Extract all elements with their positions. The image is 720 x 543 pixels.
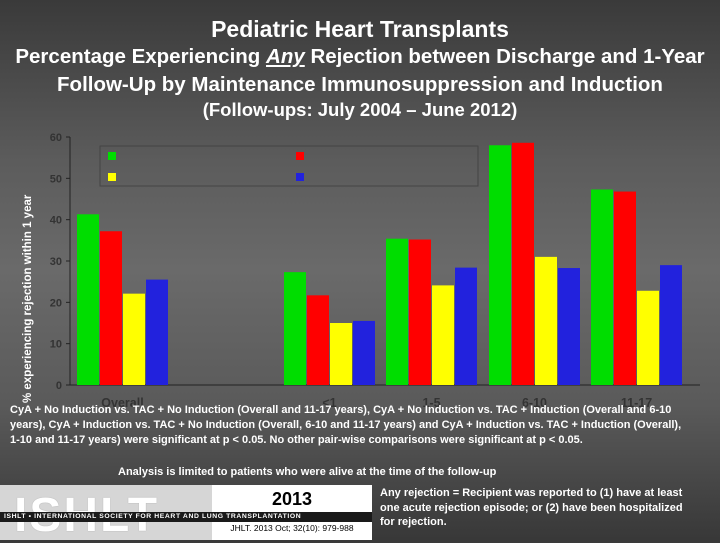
x-tick-label: <1 — [322, 396, 336, 410]
bar — [455, 267, 477, 385]
bar — [353, 320, 375, 385]
bar — [284, 272, 306, 385]
x-tick-label: 1-5 — [422, 396, 440, 410]
legend-swatch — [108, 173, 116, 181]
bar — [432, 285, 454, 385]
bar — [307, 295, 329, 385]
x-tick-label: 6-10 — [522, 396, 547, 410]
significance-note: CyA + No Induction vs. TAC + No Inductio… — [10, 404, 682, 446]
ishlt-strip: ISHLT • INTERNATIONAL SOCIETY FOR HEART … — [0, 512, 372, 522]
bar — [558, 268, 580, 385]
y-tick-label: 40 — [50, 215, 62, 227]
bar — [100, 231, 122, 385]
legend-swatch — [296, 152, 304, 160]
bar — [77, 214, 99, 385]
bar — [386, 238, 408, 385]
slide-title: Pediatric Heart Transplants — [211, 16, 509, 42]
analysis-note: Analysis is limited to patients who were… — [118, 466, 497, 478]
followup-period: (Follow-ups: July 2004 – June 2012) — [202, 99, 518, 120]
bar — [512, 142, 534, 385]
subtitle-pre: Percentage Experiencing — [15, 45, 267, 68]
bar — [123, 293, 145, 385]
y-tick-label: 60 — [50, 132, 62, 144]
y-tick-label: 10 — [50, 339, 62, 351]
legend-box — [99, 145, 479, 187]
y-tick-label: 30 — [50, 256, 62, 268]
bar — [409, 239, 431, 385]
slide-subtitle: Percentage Experiencing Any Rejection be… — [0, 43, 720, 99]
y-tick-label: 0 — [56, 380, 62, 392]
report-year: 2013 — [271, 489, 313, 509]
bar — [330, 323, 352, 385]
bar — [637, 290, 659, 385]
y-tick-label: 50 — [50, 173, 62, 185]
legend-swatch — [296, 173, 304, 181]
bar — [535, 256, 557, 385]
citation: JHLT. 2013 Oct; 32(10): 979-988 — [230, 523, 354, 533]
subtitle-post: Rejection between Discharge and 1-Year F… — [57, 45, 705, 96]
subtitle-emphasis: Any — [266, 45, 305, 68]
x-tick-label: Overall — [101, 396, 143, 410]
rejection-definition: Any rejection = Recipient was reported t… — [380, 487, 683, 528]
bar — [591, 189, 613, 385]
bar — [489, 145, 511, 385]
bar — [146, 279, 168, 385]
bar — [614, 191, 636, 385]
bar — [660, 265, 682, 385]
x-tick-label: 11-17 — [621, 396, 652, 410]
y-tick-label: 20 — [50, 297, 62, 309]
legend-swatch — [108, 152, 116, 160]
